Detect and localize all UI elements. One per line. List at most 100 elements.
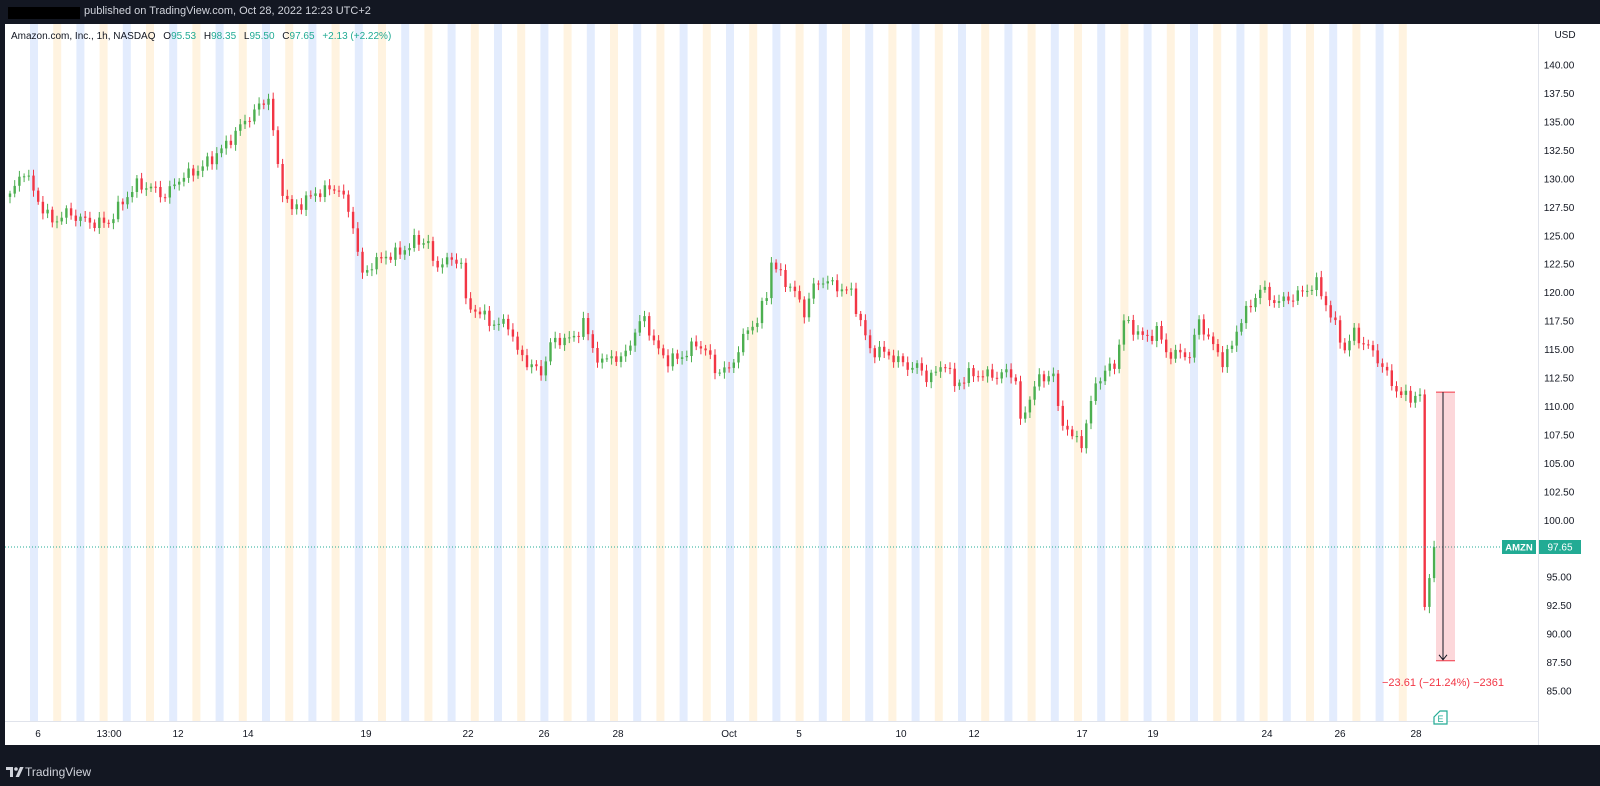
legend-open: 95.53 xyxy=(171,31,196,42)
candle-body xyxy=(737,352,740,363)
candle-body xyxy=(854,288,858,314)
candle-body xyxy=(977,376,980,378)
candle-body xyxy=(112,219,115,224)
candle-body xyxy=(356,228,359,252)
candle-body xyxy=(1348,340,1351,351)
candle-body xyxy=(1277,301,1281,303)
x-tick-label: 28 xyxy=(612,729,624,740)
candle-body xyxy=(784,270,787,287)
price-chart[interactable]: −23.61 (−21.24%) −2361 Amazon.com, Inc.,… xyxy=(0,24,1600,760)
candle-body xyxy=(1343,342,1346,351)
candle-body xyxy=(558,337,562,346)
candle-body xyxy=(1127,320,1130,321)
session-band xyxy=(1213,24,1222,721)
candle-body xyxy=(1390,370,1393,386)
candle-body xyxy=(469,298,472,310)
y-tick-label: 95.00 xyxy=(1546,573,1571,584)
candle-body xyxy=(445,257,449,265)
candle-body xyxy=(126,197,129,205)
candle-body xyxy=(1075,436,1079,438)
candle-body xyxy=(267,98,270,105)
candle-body xyxy=(1188,357,1191,359)
candle-body xyxy=(826,281,829,284)
candle-body xyxy=(1094,383,1097,401)
y-tick-label: 120.00 xyxy=(1544,288,1575,299)
candle-body xyxy=(1432,547,1436,579)
candle-body xyxy=(1273,300,1276,303)
earnings-marker[interactable]: E xyxy=(1433,710,1448,725)
price-range-measure[interactable] xyxy=(1436,391,1455,662)
candle-body xyxy=(304,195,308,210)
session-band xyxy=(30,24,38,721)
session-band xyxy=(1027,24,1036,721)
candle-body xyxy=(441,264,444,268)
session-band xyxy=(1190,24,1198,721)
candle-body xyxy=(1385,366,1389,371)
session-band xyxy=(749,24,758,721)
session-band xyxy=(1120,24,1129,721)
time-scale[interactable] xyxy=(5,722,1538,745)
y-tick-label: 130.00 xyxy=(1544,174,1575,185)
x-tick-label: 5 xyxy=(796,729,802,740)
footer-bar: TradingView xyxy=(0,760,1600,786)
x-tick-label: 14 xyxy=(242,729,254,740)
session-band xyxy=(262,24,270,721)
candle-body xyxy=(1132,320,1135,335)
candle-body xyxy=(695,341,698,347)
candle-body xyxy=(605,358,609,360)
candle-body xyxy=(328,185,331,190)
candle-body xyxy=(1019,381,1022,419)
candle-body xyxy=(314,193,317,196)
candle-body xyxy=(478,311,482,315)
legend-close: 97.65 xyxy=(290,31,315,42)
candle-body xyxy=(22,176,26,178)
candle-body xyxy=(1056,373,1060,406)
candle-body xyxy=(746,330,750,334)
publish-header: published on TradingView.com, Oct 28, 20… xyxy=(0,0,1600,24)
candle-body xyxy=(1165,339,1168,353)
candle-body xyxy=(295,204,298,210)
candle-body xyxy=(948,367,952,369)
candle-body xyxy=(652,335,656,341)
candle-body xyxy=(431,241,435,261)
legend-high-label: H xyxy=(204,31,211,42)
candle-body xyxy=(873,348,876,358)
session-band xyxy=(238,24,247,721)
candle-body xyxy=(1207,334,1210,337)
legend-low: 95.50 xyxy=(249,31,274,42)
session-band xyxy=(53,24,62,721)
candle-body xyxy=(436,260,439,268)
x-tick-label: Oct xyxy=(721,729,737,740)
candle-body xyxy=(911,367,914,370)
candle-body xyxy=(958,382,961,387)
candle-body xyxy=(1249,305,1252,308)
candle-body xyxy=(220,148,223,154)
candle-body xyxy=(709,350,712,355)
y-tick-label: 110.00 xyxy=(1544,402,1574,413)
candle-body xyxy=(319,193,322,198)
candle-body xyxy=(140,178,143,190)
candle-body xyxy=(864,320,867,336)
candle-body xyxy=(601,358,604,363)
price-scale[interactable] xyxy=(1539,24,1600,745)
candle-body xyxy=(210,156,214,165)
session-band xyxy=(1097,24,1106,721)
candle-body xyxy=(1268,286,1271,301)
session-band xyxy=(76,24,85,721)
candle-body xyxy=(817,283,820,285)
candle-body xyxy=(1000,372,1003,379)
candle-body xyxy=(972,368,975,377)
badge-price-bg xyxy=(1539,540,1581,554)
session-band xyxy=(146,24,154,721)
candle-body xyxy=(1193,334,1196,358)
candle-body xyxy=(596,348,599,363)
session-band xyxy=(934,24,943,721)
y-tick-label: 137.50 xyxy=(1544,89,1575,100)
candle-body xyxy=(516,336,519,350)
session-band xyxy=(795,24,804,721)
candle-body xyxy=(1179,349,1182,353)
candle-body xyxy=(1310,289,1314,291)
legend-low-label: L xyxy=(244,31,250,42)
session-bands xyxy=(30,24,1407,721)
session-band xyxy=(1166,24,1175,721)
